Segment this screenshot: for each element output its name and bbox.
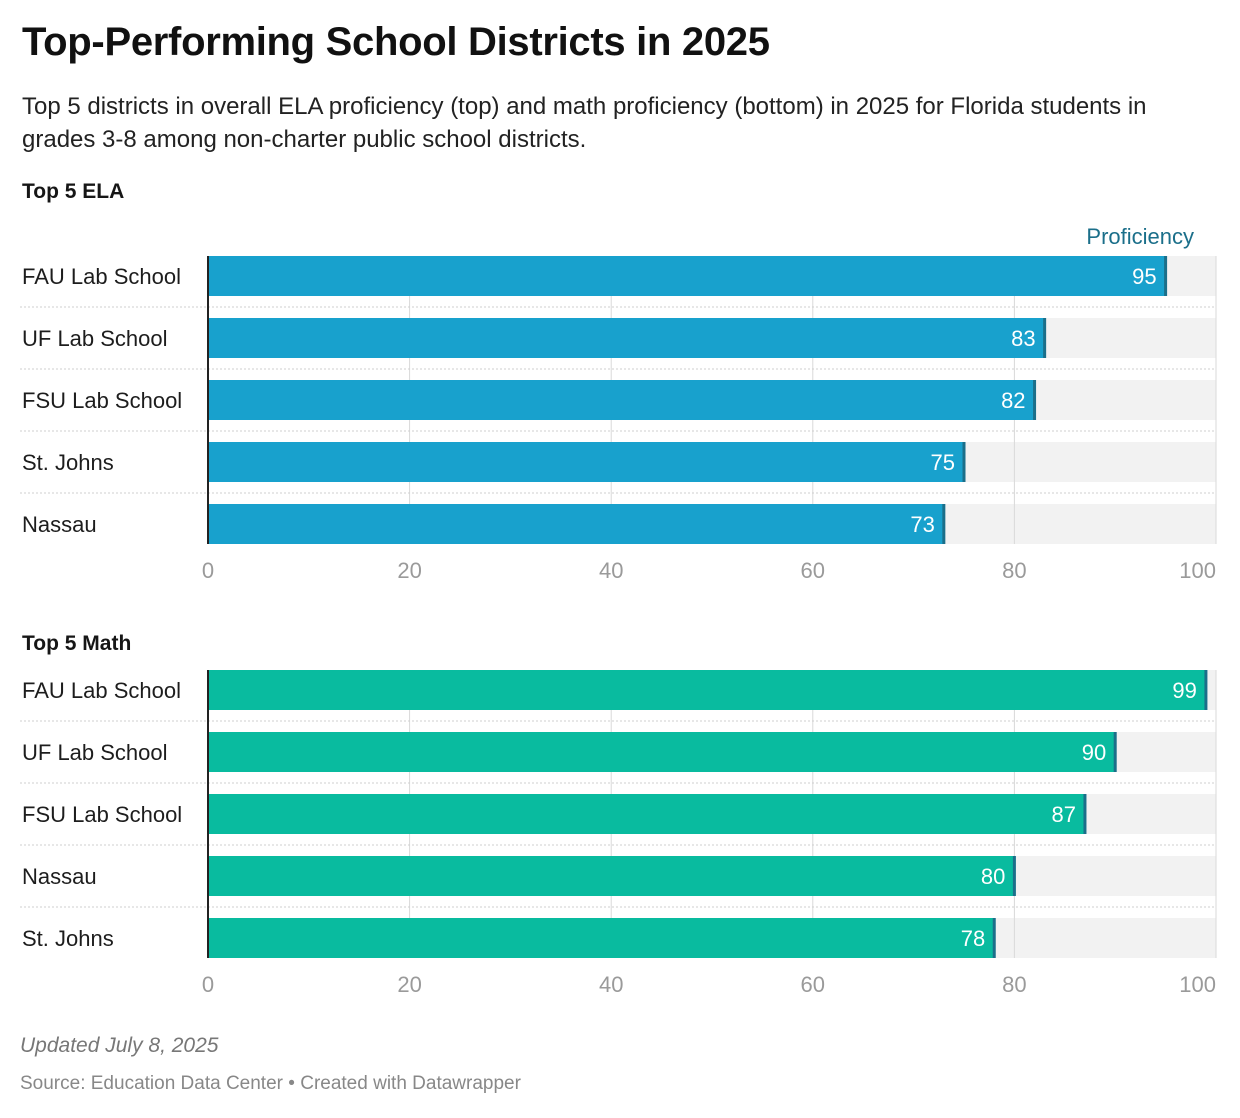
panel-title-ela: Top 5 ELA <box>22 180 125 203</box>
source-credit: Source: Education Data Center • Created … <box>20 1073 521 1095</box>
chart-title: Top-Performing School Districts in 2025 <box>22 20 770 64</box>
updated-note: Updated July 8, 2025 <box>20 1034 219 1057</box>
math-value-label-2: 87 <box>1051 802 1075 827</box>
ela-tick-label-4: 80 <box>1002 558 1026 583</box>
ela-bar-end-marker-2 <box>1033 380 1037 420</box>
datawrapper-credit: Created with Datawrapper <box>300 1073 521 1094</box>
ela-bar-end-marker-0 <box>1164 256 1168 296</box>
ela-bar-4 <box>208 504 944 544</box>
ela-value-label-0: 95 <box>1132 264 1156 289</box>
math-tick-label-0: 0 <box>202 972 214 997</box>
math-bar-end-marker-4 <box>992 918 996 958</box>
math-value-label-3: 80 <box>981 864 1005 889</box>
ela-bar-chart: 95 FAU Lab School 83 UF Lab School 82 FSU Lab… <box>0 220 1240 590</box>
math-bar-3 <box>208 856 1015 896</box>
math-tick-label-1: 20 <box>397 972 421 997</box>
math-category-label-2: FSU Lab School <box>22 802 182 827</box>
ela-chart-svg: 95 FAU Lab School 83 UF Lab School 82 FSU Lab… <box>20 224 1217 583</box>
chart-subtitle: Top 5 districts in overall ELA proficien… <box>22 93 1147 153</box>
ela-category-label-3: St. Johns <box>22 450 114 475</box>
math-bar-1 <box>208 732 1116 772</box>
ela-value-label-1: 83 <box>1011 326 1035 351</box>
ela-bar-1 <box>208 318 1045 358</box>
math-category-label-1: UF Lab School <box>22 740 168 765</box>
ela-tick-label-0: 0 <box>202 558 214 583</box>
source-label: Source: Education Data Center <box>20 1073 283 1094</box>
math-value-label-4: 78 <box>961 926 985 951</box>
ela-value-label-4: 73 <box>910 512 934 537</box>
math-chart-svg: 99 FAU Lab School 90 UF Lab School 87 FSU Lab… <box>20 670 1217 997</box>
math-category-label-4: St. Johns <box>22 926 114 951</box>
ela-value-label-2: 82 <box>1001 388 1025 413</box>
ela-bar-end-marker-1 <box>1043 318 1047 358</box>
math-value-label-0: 99 <box>1172 678 1196 703</box>
math-value-label-1: 90 <box>1082 740 1106 765</box>
math-category-label-3: Nassau <box>22 864 97 889</box>
ela-tick-label-1: 20 <box>397 558 421 583</box>
math-bar-end-marker-0 <box>1204 670 1208 710</box>
math-tick-label-2: 40 <box>599 972 623 997</box>
ela-category-label-4: Nassau <box>22 512 97 537</box>
ela-bar-end-marker-4 <box>942 504 946 544</box>
ela-bar-2 <box>208 380 1035 420</box>
ela-tick-label-2: 40 <box>599 558 623 583</box>
ela-tick-label-5: 100 <box>1179 558 1216 583</box>
ela-tick-label-3: 60 <box>801 558 825 583</box>
ela-category-label-1: UF Lab School <box>22 326 168 351</box>
math-tick-label-3: 60 <box>801 972 825 997</box>
ela-value-label-3: 75 <box>931 450 955 475</box>
math-bar-2 <box>208 794 1085 834</box>
ela-bar-0 <box>208 256 1166 296</box>
math-bar-end-marker-3 <box>1012 856 1016 896</box>
ela-bar-3 <box>208 442 964 482</box>
math-tick-label-5: 100 <box>1179 972 1216 997</box>
math-bar-chart: 99 FAU Lab School 90 UF Lab School 87 FSU Lab… <box>0 660 1240 1005</box>
math-category-label-0: FAU Lab School <box>22 678 181 703</box>
math-bar-0 <box>208 670 1206 710</box>
ela-column-header: Proficiency <box>1086 224 1194 249</box>
ela-category-label-2: FSU Lab School <box>22 388 182 413</box>
math-bar-4 <box>208 918 995 958</box>
math-tick-label-4: 80 <box>1002 972 1026 997</box>
math-bar-end-marker-2 <box>1083 794 1087 834</box>
panel-title-math: Top 5 Math <box>22 632 132 655</box>
separator-dot: • <box>288 1073 295 1094</box>
math-bar-end-marker-1 <box>1113 732 1117 772</box>
ela-category-label-0: FAU Lab School <box>22 264 181 289</box>
ela-bar-end-marker-3 <box>962 442 966 482</box>
